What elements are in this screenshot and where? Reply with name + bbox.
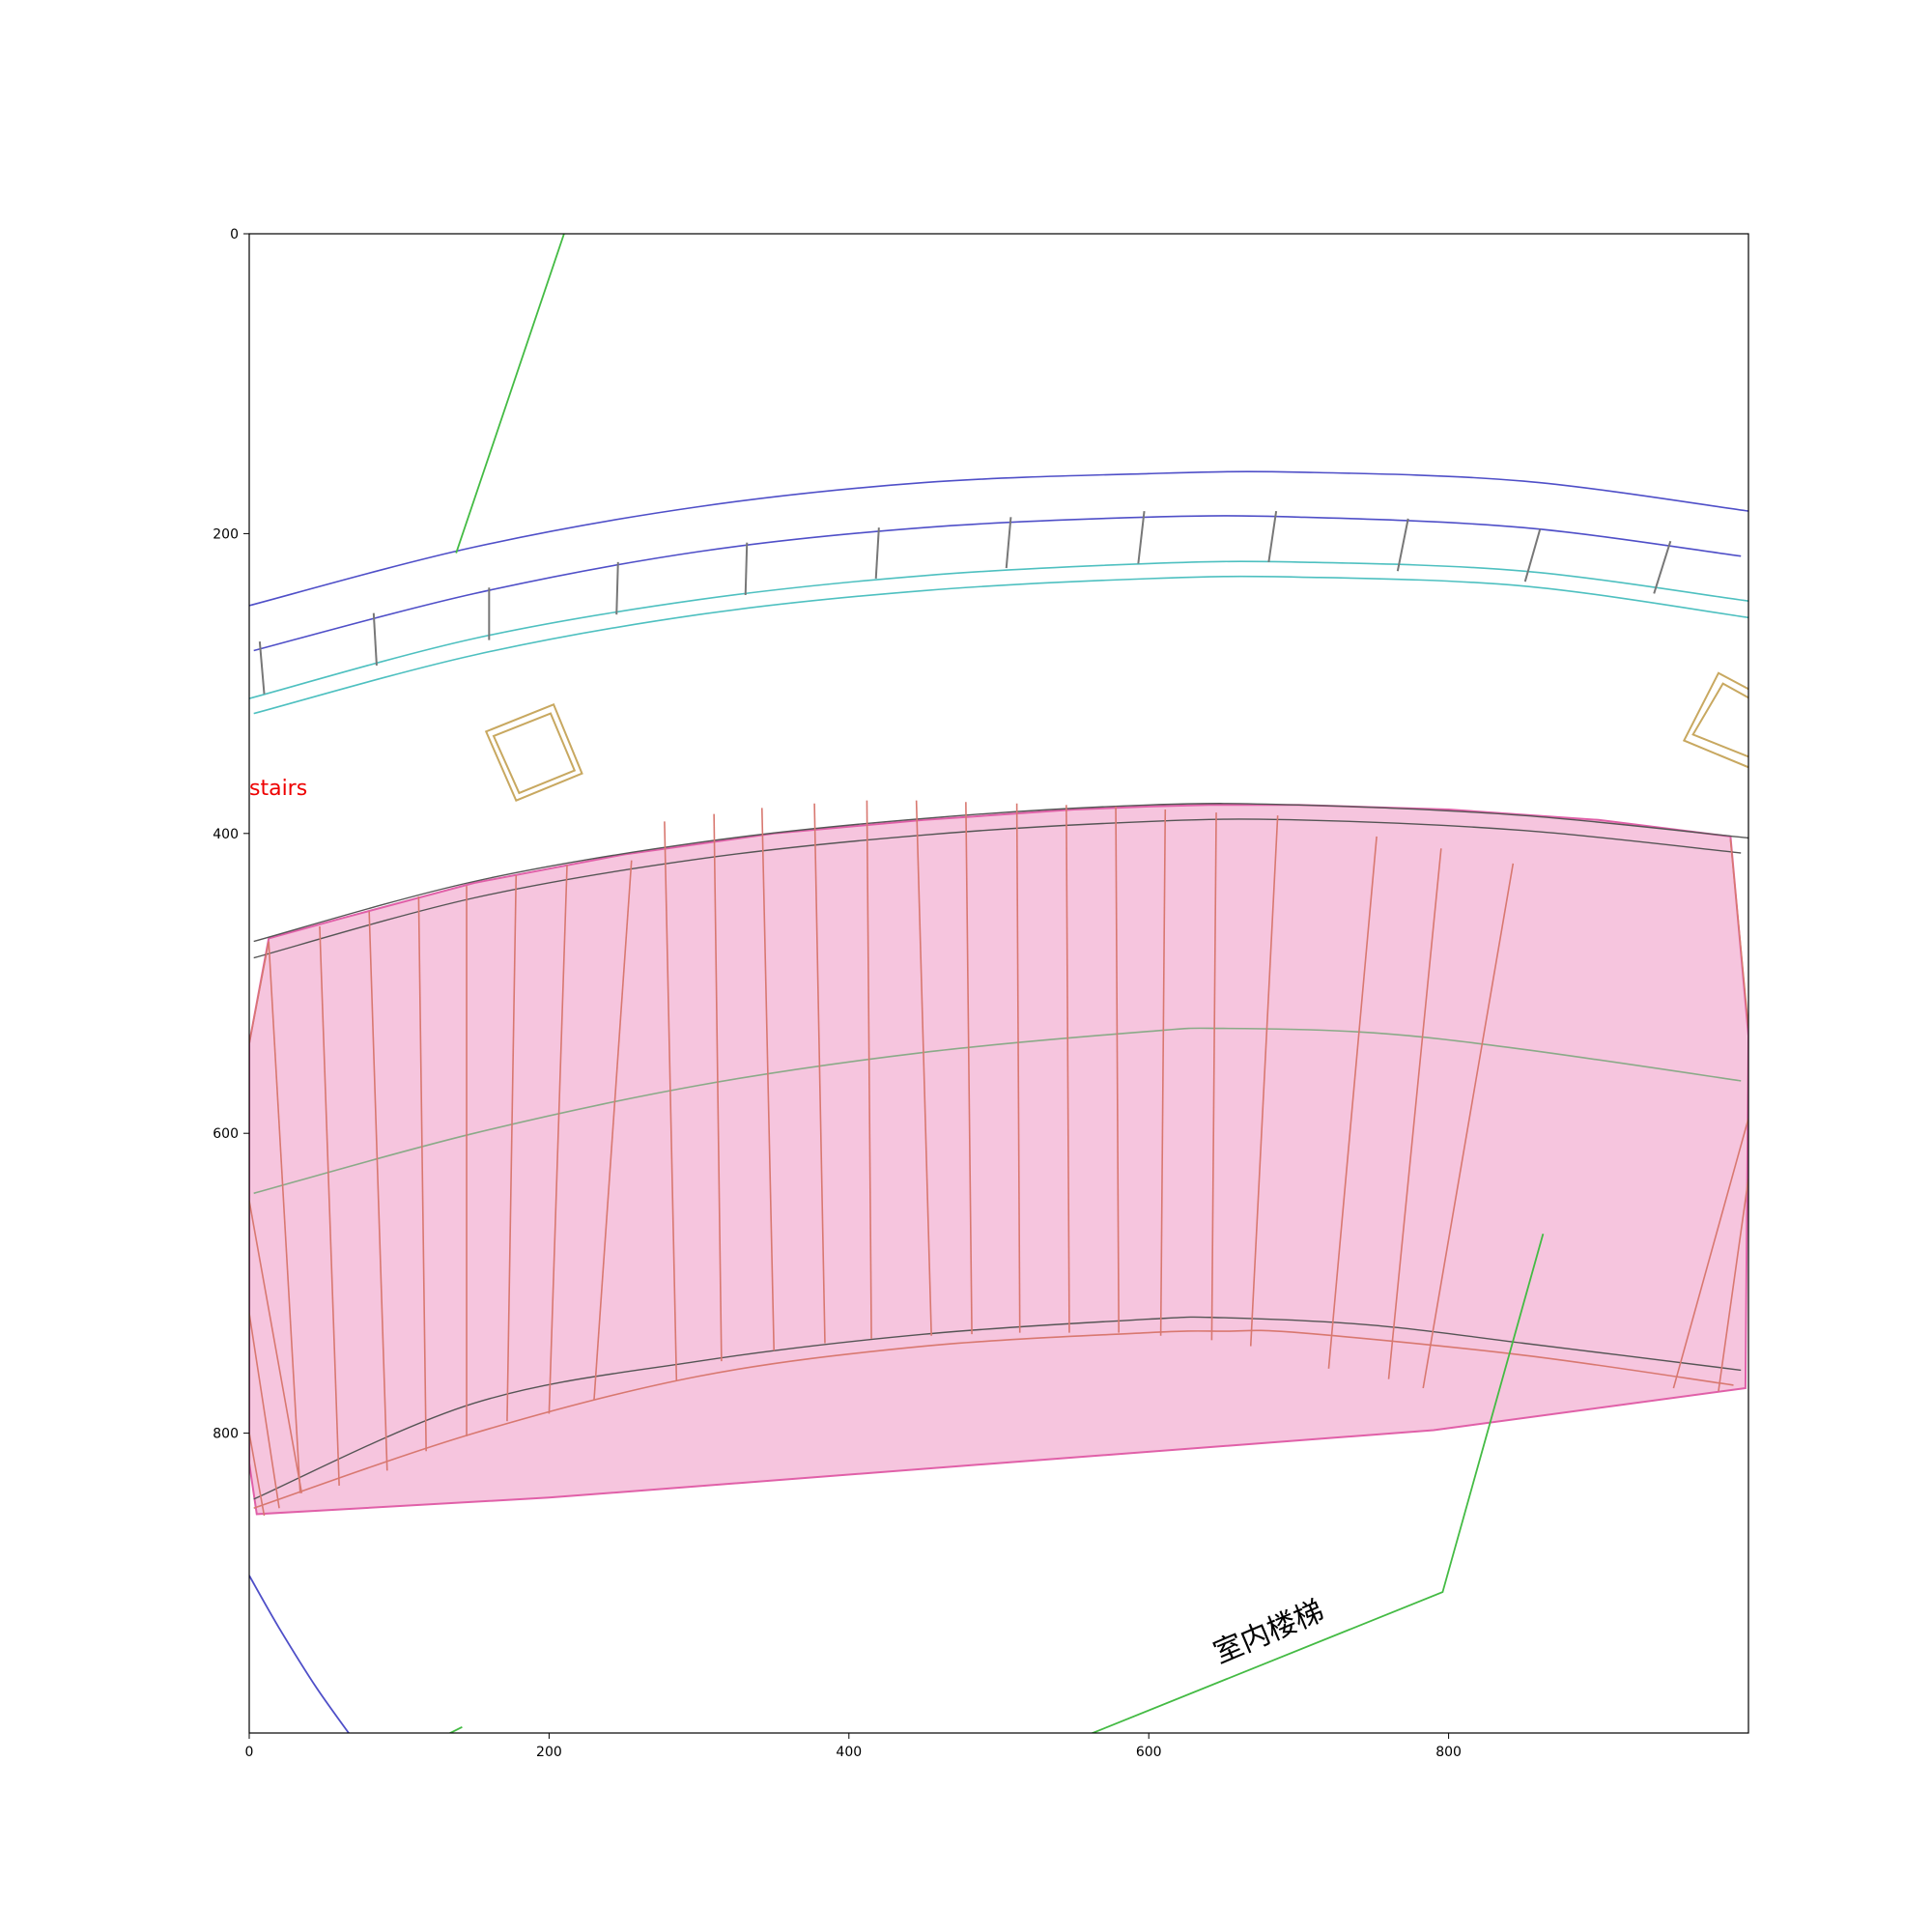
- stair-tread: [760, 808, 775, 1351]
- pillar-outline: [1682, 671, 1748, 769]
- rail-post: [1523, 528, 1542, 582]
- stair-tread: [1387, 848, 1442, 1379]
- pointer-line-top: [455, 234, 565, 554]
- stair-tread: [593, 860, 633, 1401]
- rail-post: [615, 561, 619, 615]
- y-tick-label: 800: [213, 1427, 239, 1442]
- stair-tread: [1065, 805, 1070, 1333]
- stair-tread: [268, 941, 301, 1493]
- axes-frame: [248, 233, 1749, 1734]
- stair-tread: [249, 941, 270, 1044]
- stair-tread: [965, 802, 973, 1335]
- outer-rail-blue-top: [249, 470, 1748, 607]
- stair-tread: [915, 800, 932, 1336]
- stair-tread: [417, 895, 427, 1452]
- stair-tread: [548, 865, 568, 1414]
- y-tick-label: 200: [213, 526, 239, 542]
- rail-post: [258, 641, 266, 695]
- x-axis: 0 200 400 600 800: [245, 1733, 1462, 1760]
- rail-post: [874, 527, 880, 580]
- stair-tread: [1422, 863, 1515, 1389]
- stairs-area: [249, 804, 1748, 1516]
- rail-post: [1653, 540, 1672, 594]
- rail-post: [1137, 511, 1146, 564]
- rail-post: [1005, 517, 1012, 569]
- stair-tread: [319, 925, 340, 1486]
- stair-tread: [1115, 806, 1120, 1333]
- stair-tread: [866, 800, 872, 1339]
- stair-tread: [1729, 838, 1748, 1029]
- rail-post: [372, 612, 378, 667]
- stair-tread: [1159, 809, 1167, 1336]
- stair-rail-top-outer: [253, 803, 1748, 943]
- stair-tread: [1327, 836, 1378, 1369]
- pointer-line-bottom: [1090, 1233, 1545, 1733]
- stair-tread: [1249, 815, 1279, 1347]
- outer-rail-blue-bottom: [253, 515, 1742, 652]
- y-tick-label: 400: [213, 827, 239, 842]
- y-tick-label: 0: [230, 227, 239, 242]
- stair-tread: [1672, 1118, 1748, 1389]
- y-tick-label: 600: [213, 1126, 239, 1142]
- stair-rail-top-inner: [253, 818, 1742, 959]
- x-tick-label: 800: [1435, 1745, 1462, 1760]
- rail-cyan-top: [249, 560, 1748, 699]
- stair-tread: [368, 911, 388, 1471]
- stair-tread: [813, 803, 826, 1344]
- rail-post: [744, 542, 749, 596]
- stair-tread: [1718, 1178, 1748, 1392]
- x-tick-label: 200: [536, 1745, 562, 1760]
- stair-tread: [249, 1200, 303, 1493]
- pillar-inner: [1691, 682, 1748, 758]
- x-tick-label: 0: [245, 1745, 254, 1760]
- lower-left-arc: [249, 1575, 351, 1733]
- stair-treads: [249, 800, 1748, 1517]
- rail-posts: [258, 510, 1672, 695]
- rail-cyan-bottom: [253, 575, 1748, 715]
- stair-inner-edge: [253, 1329, 1734, 1509]
- indoor-stairs-label: 室内楼梯: [1208, 1594, 1328, 1670]
- pillars: [484, 671, 1748, 802]
- rail-post: [1396, 518, 1409, 572]
- x-tick-label: 600: [1136, 1745, 1162, 1760]
- y-axis: 0 200 400 600 800: [213, 227, 249, 1442]
- x-tick-label: 400: [836, 1745, 862, 1760]
- plot-area: stairs 室内楼梯: [249, 234, 1748, 1733]
- stair-tread: [1015, 803, 1021, 1333]
- stair-tread: [664, 821, 678, 1381]
- stair-tread: [506, 875, 518, 1422]
- pillar-inner: [492, 712, 577, 795]
- stair-rail-bottom: [253, 1316, 1742, 1500]
- stair-tread: [713, 813, 723, 1362]
- rail-post: [1267, 510, 1278, 563]
- stairs-label: stairs: [249, 777, 307, 801]
- stair-tread: [249, 1433, 266, 1517]
- stair-tread: [249, 1313, 280, 1509]
- pillar-outline: [484, 703, 583, 802]
- stair-tread: [1210, 812, 1217, 1341]
- pointer-line-fragment: [448, 1725, 463, 1733]
